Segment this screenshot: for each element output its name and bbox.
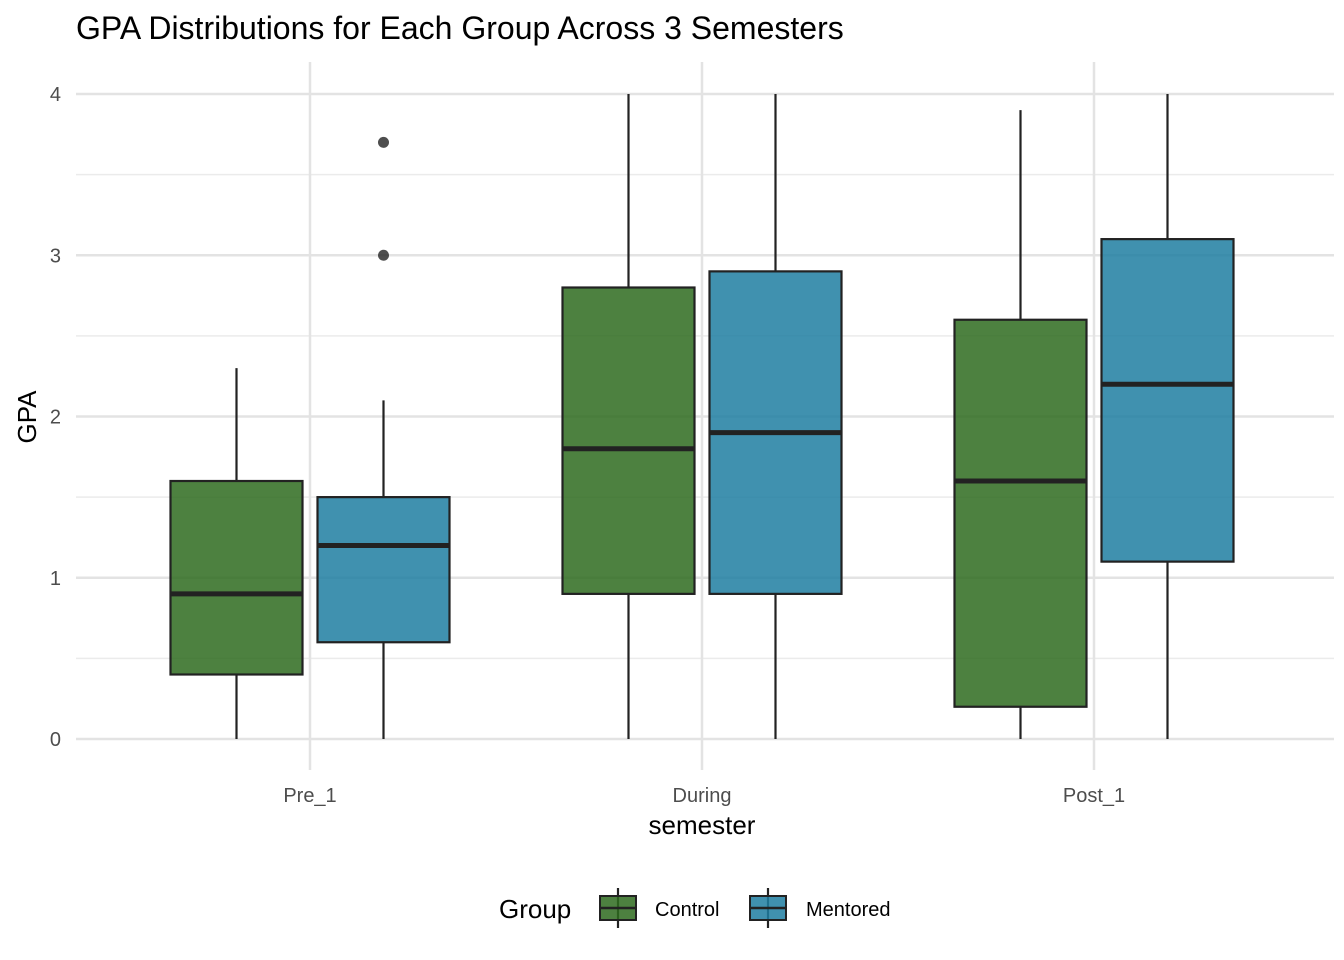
box-control-during bbox=[561, 94, 696, 739]
legend-key-mentored bbox=[749, 888, 787, 928]
x-tick-label: During bbox=[673, 785, 732, 807]
plot-area bbox=[169, 94, 1235, 739]
box-mentored-post_1 bbox=[1100, 94, 1235, 739]
iqr-box bbox=[561, 286, 696, 595]
iqr-box bbox=[1100, 238, 1235, 563]
x-tick-label: Post_1 bbox=[1063, 785, 1125, 807]
legend-label-control: Control bbox=[655, 899, 719, 921]
legend-key-control bbox=[599, 888, 637, 928]
y-tick-label: 1 bbox=[50, 568, 61, 590]
box-mentored-during bbox=[708, 94, 843, 739]
y-tick-label: 0 bbox=[50, 729, 61, 751]
y-tick-label: 3 bbox=[50, 245, 61, 267]
x-tick-label: Pre_1 bbox=[283, 785, 336, 807]
box-control-post_1 bbox=[953, 110, 1088, 739]
y-tick-label: 2 bbox=[50, 407, 61, 429]
iqr-box bbox=[316, 496, 451, 644]
outlier-point bbox=[378, 249, 389, 261]
box-control-pre_1 bbox=[169, 368, 304, 739]
chart-title: GPA Distributions for Each Group Across … bbox=[76, 10, 844, 46]
box-mentored-pre_1 bbox=[316, 136, 451, 739]
legend: Group Control Mentored bbox=[499, 888, 891, 928]
axis-ticks: 0 1 2 3 4 Pre_1 During Post_1 bbox=[50, 84, 1125, 807]
x-axis-title: semester bbox=[649, 810, 756, 840]
legend-label-mentored: Mentored bbox=[806, 899, 891, 921]
y-axis-title: GPA bbox=[12, 390, 42, 444]
iqr-box bbox=[169, 479, 304, 676]
legend-title: Group bbox=[499, 894, 571, 924]
outlier-point bbox=[378, 136, 389, 148]
iqr-box bbox=[953, 318, 1088, 708]
y-tick-label: 4 bbox=[50, 84, 61, 106]
